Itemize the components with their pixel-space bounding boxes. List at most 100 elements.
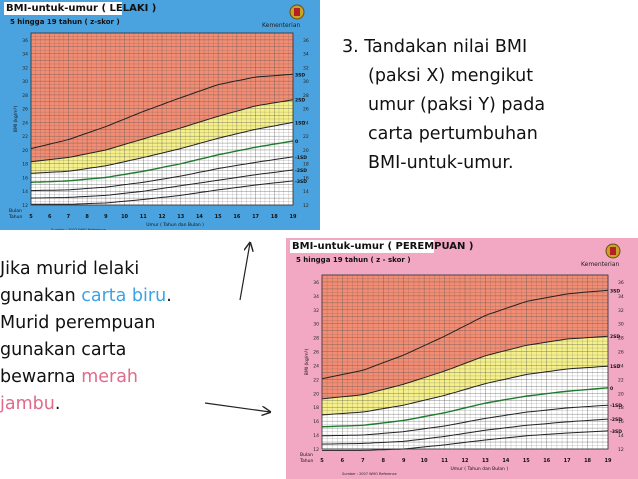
x-axis-title: Umur ( Tahun dan Bulan ) [146, 222, 204, 228]
pink-chart-highlight: merah [81, 367, 139, 387]
x-tick-label: 12 [159, 214, 166, 220]
y-tick-label: 26 [303, 107, 309, 113]
y-tick-label: 12 [303, 203, 309, 209]
y-tick-label: 32 [303, 65, 309, 71]
boys-bmi-chart: BMI-untuk-umur ( LELAKI ) 5 hingga 19 ta… [0, 0, 320, 230]
y-tick-label: 12 [618, 447, 624, 453]
note-line: Jika murid lelaki [0, 259, 140, 279]
y-tick-label: 26 [618, 350, 624, 356]
series-label: -2SD [295, 168, 307, 174]
x-tick-label: 17 [252, 214, 259, 220]
x-tick-label: 18 [584, 458, 591, 464]
x-tick-label: 10 [421, 458, 428, 464]
x-tick-label: 11 [441, 458, 448, 464]
y-tick-label: 24 [618, 363, 624, 369]
y-tick-label: 28 [313, 336, 319, 342]
x-tick-label: 7 [361, 458, 365, 464]
series-line-0 [321, 387, 609, 428]
series-line-2SD [30, 99, 294, 163]
y-tick-label: 20 [303, 148, 309, 154]
series-label: -1SD [295, 155, 307, 161]
emblem-caption: Kementerian [262, 22, 301, 29]
x-axis-title: Umur ( Tahun dan Bulan ) [450, 466, 508, 472]
x-tick-label: 12 [462, 458, 469, 464]
y-tick-label: 18 [618, 405, 624, 411]
plot-frame [30, 32, 294, 206]
x-tick-label: 14 [196, 214, 203, 220]
x-tick-label: 19 [290, 214, 297, 220]
x-tick-label: 7 [67, 214, 71, 220]
x-tick-label: 6 [48, 214, 52, 220]
x-tick-label: 9 [402, 458, 406, 464]
note-line: Murid perempuan [0, 313, 156, 333]
x-row-label: Tahun [8, 214, 22, 220]
instruction-line: 3. Tandakan nilai BMI [342, 37, 528, 57]
y-tick-label: 24 [313, 363, 319, 369]
y-tick-label: 20 [313, 391, 319, 397]
series-label: 0 [610, 386, 613, 392]
chart-subtitle: 5 hingga 19 tahun ( z - skor ) [296, 256, 411, 264]
plot-frame [321, 274, 609, 450]
x-tick-label: 19 [605, 458, 612, 464]
y-tick-label: 36 [313, 280, 319, 286]
note-text: bewarna [0, 367, 82, 387]
y-tick-label: 32 [313, 308, 319, 314]
series-label: -3SD [295, 179, 307, 185]
y-axis-title: BMI (kg/m²) [13, 106, 19, 133]
x-tick-label: 5 [29, 214, 33, 220]
x-row-label: Tahun [299, 458, 313, 464]
note-text: . [54, 394, 61, 414]
blue-chart-highlight: carta biru [81, 286, 167, 306]
y-tick-label: 14 [303, 189, 309, 195]
instruction-line: umur (paksi Y) pada [368, 95, 546, 115]
y-tick-label: 36 [618, 280, 624, 286]
y-tick-label: 22 [618, 377, 624, 383]
y-tick-label: 30 [618, 322, 624, 328]
y-tick-label: 22 [303, 134, 309, 140]
y-tick-label: 34 [303, 52, 309, 58]
x-tick-label: 15 [523, 458, 530, 464]
chart-selection-note: Jika murid lelaki gunakan carta biru. Mu… [0, 256, 172, 418]
note-line: gunakan carta biru. [0, 283, 172, 310]
y-tick-label: 28 [22, 93, 28, 99]
chart-title: BMI-untuk-umur ( LELAKI ) [6, 3, 157, 14]
series-label: 2SD [610, 334, 620, 340]
note-text: gunakan [0, 286, 82, 306]
arrow-to-boys-chart [239, 243, 250, 301]
y-tick-label: 18 [303, 162, 309, 168]
x-tick-label: 11 [140, 214, 147, 220]
y-tick-label: 28 [618, 336, 624, 342]
malaysia-emblem-icon [289, 4, 305, 20]
x-row-label: Bulan [300, 452, 313, 458]
y-tick-label: 36 [22, 38, 28, 44]
note-line: jambu. [0, 391, 172, 418]
instruction-line: carta pertumbuhan [368, 124, 538, 144]
grid [321, 274, 609, 450]
arrow-to-girls-chart [204, 402, 270, 412]
x-tick-label: 18 [271, 214, 278, 220]
y-tick-label: 36 [303, 38, 309, 44]
x-tick-label: 15 [215, 214, 222, 220]
y-tick-label: 16 [22, 175, 28, 181]
series-label: 2SD [295, 98, 305, 104]
series-label: 3SD [295, 72, 305, 78]
y-tick-label: 16 [618, 419, 624, 425]
x-tick-label: 6 [341, 458, 345, 464]
note-line: bewarna merah [0, 364, 172, 391]
emblem-caption: Kementerian [581, 261, 620, 268]
x-row-label: Bulan [9, 208, 22, 214]
y-axis-title: BMI (kg/m²) [304, 349, 310, 376]
girls-chart-plot: 12 12 14 14 16 16 18 18 20 20 22 22 24 24 26 26 28 28 30 30… [299, 274, 624, 476]
y-tick-label: 26 [313, 350, 319, 356]
y-tick-label: 16 [303, 175, 309, 181]
y-tick-label: 26 [22, 107, 28, 113]
series-label: 1SD [610, 364, 620, 370]
series-line-2SD [321, 335, 609, 400]
x-tick-label: 13 [177, 214, 184, 220]
y-tick-label: 14 [22, 189, 28, 195]
x-tick-label: 16 [543, 458, 550, 464]
source-footer: Sumber : 2007 WHO Reference [342, 472, 397, 476]
series-line-1SD [321, 365, 609, 416]
series-label: 3SD [610, 288, 620, 294]
series-label: 0 [295, 139, 298, 145]
